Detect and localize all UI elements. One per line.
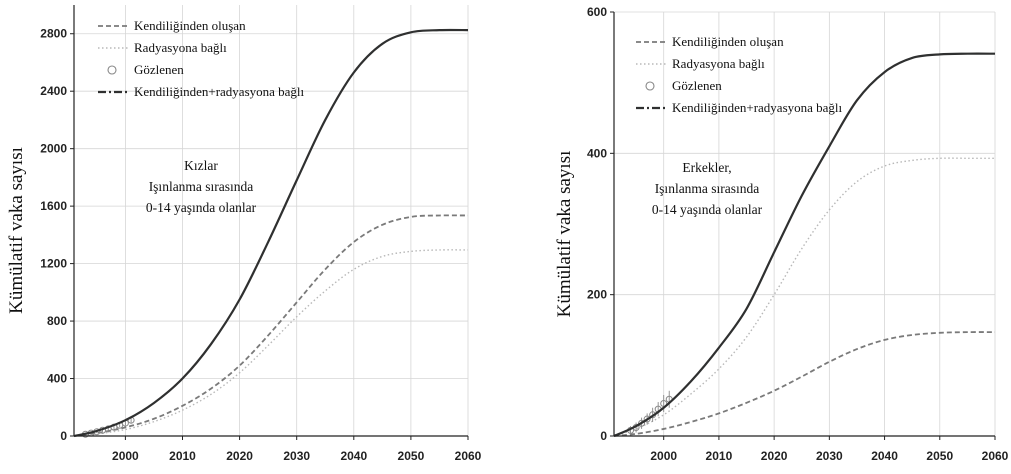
legend-label: Kendiliğinden+radyasyona bağlı <box>672 100 843 115</box>
legend-label: Kendiliğinden oluşan <box>134 18 246 33</box>
y-tick-label: 0 <box>60 429 67 443</box>
x-tick-label: 2050 <box>926 449 953 463</box>
legend-label: Kendiliğinden+radyasyona bağlı <box>134 84 305 99</box>
series-line-3 <box>73 28 469 438</box>
observed-point <box>638 419 646 427</box>
x-tick-label: 2040 <box>871 449 898 463</box>
y-tick-label: 800 <box>47 314 67 328</box>
x-tick-label: 2000 <box>650 449 677 463</box>
chart-boys: 0 200 400 600 2000 2010 2020 2030 2040 2050 2060 Kü… <box>554 5 1009 463</box>
y-tick-label: 400 <box>587 146 607 160</box>
x-tick-label: 2060 <box>455 449 482 463</box>
series-line-0 <box>613 331 996 437</box>
series-line-0 <box>73 214 469 437</box>
legend-label: Radyasyona bağlı <box>134 40 227 55</box>
y-tick-label: 1600 <box>40 199 67 213</box>
series-line-1 <box>613 157 995 437</box>
y-tick-label: 1200 <box>40 257 67 271</box>
x-tick-label: 2010 <box>706 449 733 463</box>
x-tick-label: 2040 <box>340 449 367 463</box>
legend-label: Gözlenen <box>134 62 184 77</box>
y-tick-label: 400 <box>47 372 67 386</box>
observed-point <box>643 415 651 423</box>
y-axis-label: Kümülatif vaka sayısı <box>554 151 575 318</box>
y-axis-label: Kümülatif vaka sayısı <box>6 147 27 314</box>
legend-marker <box>107 65 117 75</box>
x-tick-label: 2050 <box>398 449 425 463</box>
y-tick-label: 2800 <box>40 27 67 41</box>
x-tick-label: 2020 <box>226 449 253 463</box>
panel-annotation: Kızlar <box>184 158 218 173</box>
panel-annotation: 0-14 yaşında olanlar <box>652 202 763 217</box>
y-tick-label: 0 <box>600 429 607 443</box>
panel-annotation: Işınlanma sırasında <box>655 181 760 196</box>
x-tick-label: 2020 <box>761 449 788 463</box>
x-tick-label: 2060 <box>982 449 1009 463</box>
legend-marker <box>645 81 655 91</box>
x-tick-label: 2030 <box>816 449 843 463</box>
panel-annotation: Işınlanma sırasında <box>149 179 254 194</box>
legend-label: Radyasyona bağlı <box>672 56 765 71</box>
y-tick-label: 200 <box>587 288 607 302</box>
panel-annotation: Erkekler, <box>682 160 731 175</box>
y-tick-label: 2400 <box>40 84 67 98</box>
x-tick-label: 2010 <box>169 449 196 463</box>
series-line-3 <box>613 52 996 438</box>
legend-label: Kendiliğinden oluşan <box>672 34 784 49</box>
panel-annotation: 0-14 yaşında olanlar <box>146 200 257 215</box>
chart-girls: 0 400 800 1200 1600 2000 2400 2800 2000 2010 2020 2… <box>6 5 482 463</box>
x-tick-label: 2030 <box>283 449 310 463</box>
series-line-1 <box>73 249 469 437</box>
y-tick-label: 2000 <box>40 142 67 156</box>
x-tick-label: 2000 <box>112 449 139 463</box>
y-tick-label: 600 <box>587 5 607 19</box>
legend-label: Gözlenen <box>672 78 722 93</box>
